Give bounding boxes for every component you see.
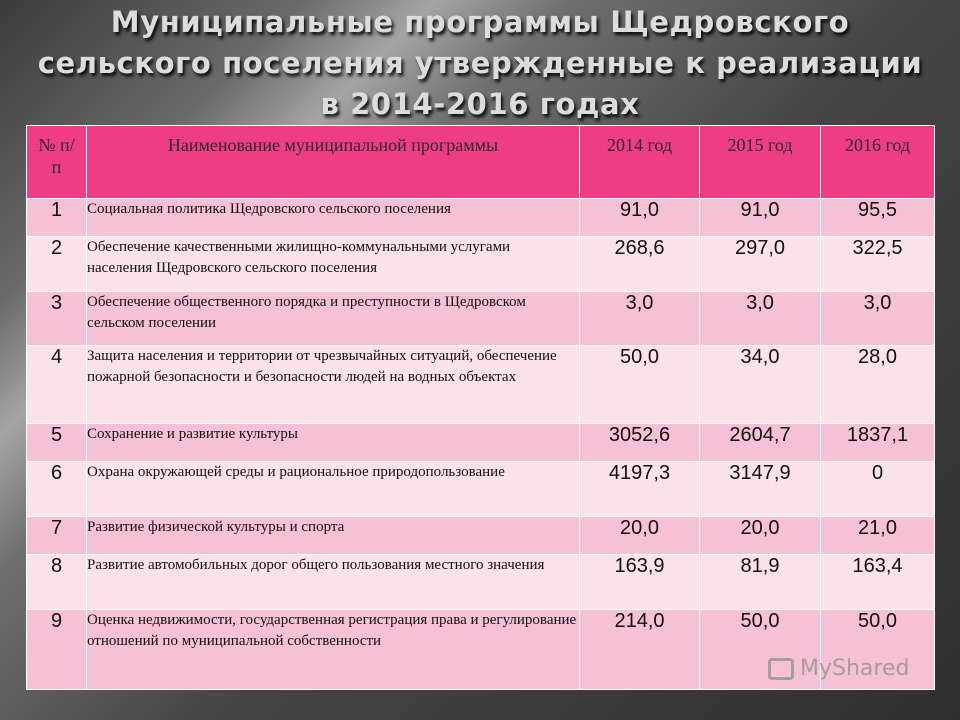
header-num: № п/п	[26, 125, 87, 199]
row-num: 3	[26, 291, 87, 346]
programs-table: № п/п Наименование муниципальной програм…	[26, 125, 935, 690]
table-row: 3 Обеспечение общественного порядка и пр…	[26, 291, 935, 346]
row-program-name: Сохранение и развитие культуры	[86, 423, 580, 462]
row-value-2016: 95,5	[820, 198, 935, 237]
table-row: 7 Развитие физической культуры и спорта …	[26, 516, 935, 555]
header-program-name: Наименование муниципальной программы	[86, 125, 580, 199]
row-value-2015: 20,0	[699, 516, 821, 555]
row-value-2014: 163,9	[579, 554, 700, 610]
table-row: 5 Сохранение и развитие культуры 3052,6 …	[26, 423, 935, 462]
header-2014: 2014 год	[579, 125, 700, 199]
row-value-2014: 50,0	[579, 345, 700, 424]
table-header-row: № п/п Наименование муниципальной програм…	[26, 125, 935, 199]
row-program-name: Развитие физической культуры и спорта	[86, 516, 580, 555]
header-2015: 2015 год	[699, 125, 821, 199]
header-2016: 2016 год	[820, 125, 935, 199]
row-num: 8	[26, 554, 87, 610]
row-program-name: Охрана окружающей среды и рациональное п…	[86, 461, 580, 517]
row-num: 4	[26, 345, 87, 424]
row-program-name: Обеспечение общественного порядка и прес…	[86, 291, 580, 346]
row-value-2014: 268,6	[579, 236, 700, 292]
row-num: 7	[26, 516, 87, 555]
title-line-3: в 2014-2016 годах	[320, 87, 640, 121]
row-program-name: Защита населения и территории от чрезвыч…	[86, 345, 580, 424]
row-value-2015: 297,0	[699, 236, 821, 292]
row-value-2014: 4197,3	[579, 461, 700, 517]
row-value-2016: 0	[820, 461, 935, 517]
row-program-name: Оценка недвижимости, государственная рег…	[86, 609, 580, 690]
row-value-2014: 214,0	[579, 609, 700, 690]
row-program-name: Развитие автомобильных дорог общего поль…	[86, 554, 580, 610]
table-row: 6 Охрана окружающей среды и рациональное…	[26, 461, 935, 517]
row-num: 6	[26, 461, 87, 517]
row-value-2015: 2604,7	[699, 423, 821, 462]
row-value-2016: 3,0	[820, 291, 935, 346]
row-value-2015: 34,0	[699, 345, 821, 424]
row-value-2015: 81,9	[699, 554, 821, 610]
row-num: 1	[26, 198, 87, 237]
table-row: 4 Защита населения и территории от чрезв…	[26, 345, 935, 424]
row-value-2016: 50,0	[820, 609, 935, 690]
row-value-2016: 21,0	[820, 516, 935, 555]
myshared-watermark: MyShared	[768, 656, 909, 681]
table-row: 8 Развитие автомобильных дорог общего по…	[26, 554, 935, 610]
row-value-2016: 1837,1	[820, 423, 935, 462]
row-value-2016: 28,0	[820, 345, 935, 424]
row-value-2015: 50,0	[699, 609, 821, 690]
row-value-2014: 3052,6	[579, 423, 700, 462]
row-program-name: Социальная политика Щедровского сельског…	[86, 198, 580, 237]
row-value-2014: 91,0	[579, 198, 700, 237]
row-value-2015: 91,0	[699, 198, 821, 237]
row-num: 2	[26, 236, 87, 292]
title-line-2: сельского поселения утвержденные к реали…	[37, 46, 923, 80]
row-value-2014: 20,0	[579, 516, 700, 555]
row-value-2015: 3147,9	[699, 461, 821, 517]
row-value-2015: 3,0	[699, 291, 821, 346]
row-value-2014: 3,0	[579, 291, 700, 346]
table-row: 2 Обеспечение качественными жилищно-комм…	[26, 236, 935, 292]
row-program-name: Обеспечение качественными жилищно-коммун…	[86, 236, 580, 292]
myshared-logo-icon	[768, 657, 794, 680]
row-value-2016: 163,4	[820, 554, 935, 610]
title-line-1: Муниципальные программы Щедровского	[110, 5, 850, 39]
row-value-2016: 322,5	[820, 236, 935, 292]
row-num: 5	[26, 423, 87, 462]
table-row: 9 Оценка недвижимости, государственная р…	[26, 609, 935, 690]
row-num: 9	[26, 609, 87, 690]
table-row: 1 Социальная политика Щедровского сельск…	[26, 198, 935, 237]
page-title: Муниципальные программы Щедровского сель…	[0, 2, 960, 125]
watermark-text: MyShared	[800, 656, 910, 681]
